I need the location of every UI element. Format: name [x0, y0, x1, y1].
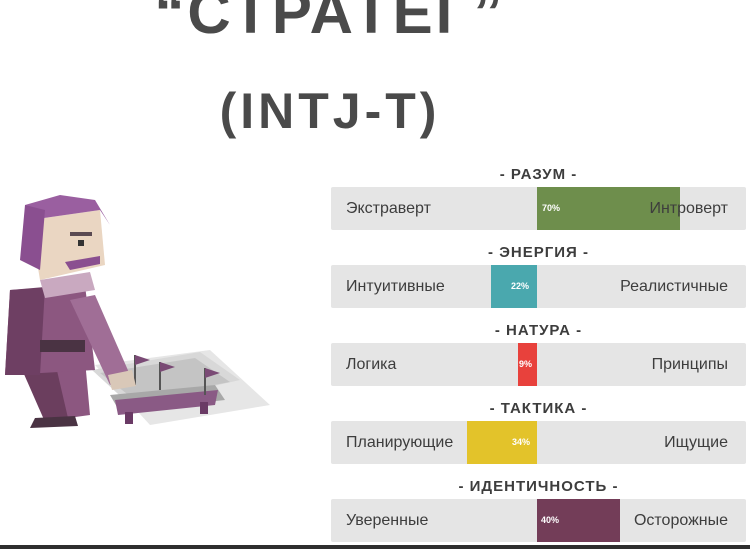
trait-bar-fill — [491, 265, 537, 308]
trait-percent: 34% — [512, 437, 531, 447]
trait-right-label: Реалистичные — [620, 278, 728, 295]
trait-bar-fill — [537, 499, 620, 542]
trait-bar: 22% Интуитивные Реалистичные — [331, 265, 746, 308]
trait-bar-fill — [518, 343, 537, 386]
trait-right-label: Интроверт — [649, 200, 728, 217]
trait-bar: 70% Экстраверт Интроверт — [331, 187, 746, 230]
strategist-character-illustration — [5, 195, 270, 428]
trait-left-label: Уверенные — [346, 512, 429, 529]
trait-bar: 34% Планирующие Ищущие — [331, 421, 746, 464]
trait-right-label: Принципы — [651, 356, 728, 373]
trait-bar: 40% Уверенные Осторожные — [331, 499, 746, 542]
personality-code: (INTJ-T) — [219, 83, 441, 139]
trait-left-label: Экстраверт — [346, 200, 431, 217]
trait-right-label: Ищущие — [664, 434, 728, 451]
trait-nature: - НАТУРА - 9% Логика Принципы — [331, 322, 746, 386]
trait-tactics: - ТАКТИКА - 34% Планирующие Ищущие — [331, 400, 746, 464]
trait-heading: - ТАКТИКА - — [489, 400, 588, 417]
trait-heading: - ЭНЕРГИЯ - — [488, 244, 589, 261]
trait-heading: - ИДЕНТИЧНОСТЬ - — [458, 478, 619, 495]
trait-identity: - ИДЕНТИЧНОСТЬ - 40% Уверенные Осторожны… — [331, 478, 746, 542]
trait-percent: 9% — [519, 359, 533, 369]
trait-right-label: Осторожные — [633, 512, 728, 529]
trait-bar-fill — [537, 187, 680, 230]
trait-mind: - РАЗУМ - 70% Экстраверт Интроверт — [331, 166, 746, 230]
trait-percent: 22% — [511, 281, 530, 291]
trait-bar: 9% Логика Принципы — [331, 343, 746, 386]
trait-percent: 70% — [542, 203, 561, 213]
trait-left-label: Интуитивные — [346, 278, 445, 295]
trait-bar-fill — [467, 421, 537, 464]
trait-heading: - НАТУРА - — [494, 322, 583, 339]
trait-energy: - ЭНЕРГИЯ - 22% Интуитивные Реалистичные — [331, 244, 746, 308]
trait-percent: 40% — [541, 515, 560, 525]
trait-left-label: Логика — [346, 356, 397, 373]
trait-left-label: Планирующие — [346, 434, 454, 451]
bottom-divider — [0, 545, 750, 549]
trait-heading: - РАЗУМ - — [499, 166, 578, 183]
personality-title: “СТРАТЕГ” — [154, 0, 506, 46]
